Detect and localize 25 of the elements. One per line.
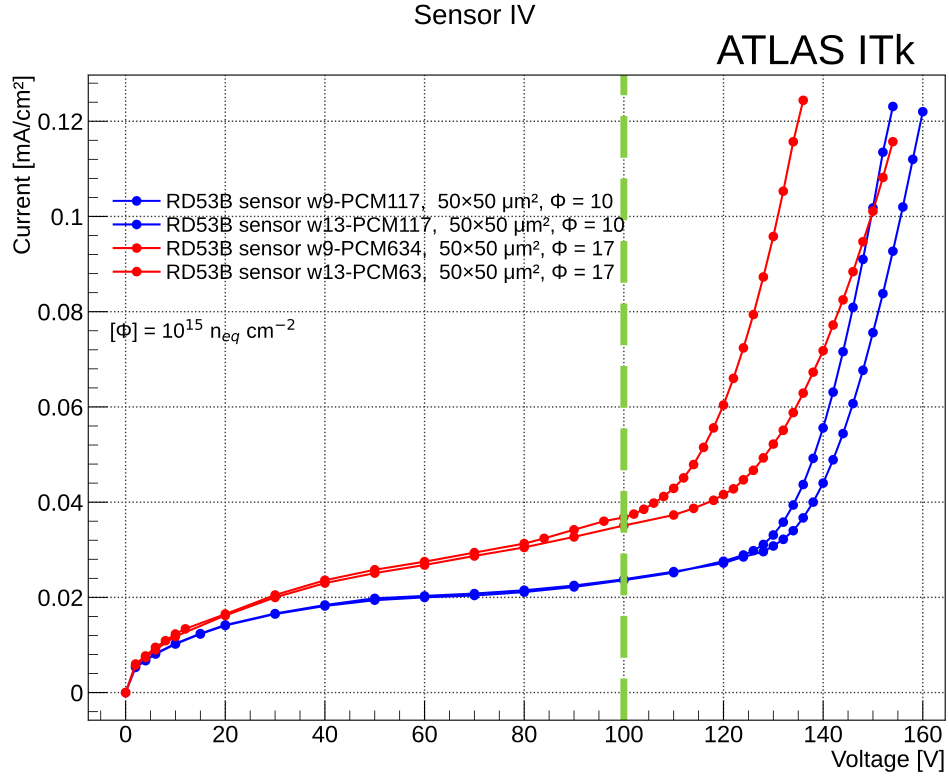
x-tick-label: 0 bbox=[120, 726, 132, 742]
x-tick-label: 20 bbox=[213, 726, 238, 742]
x-tick-label: 40 bbox=[312, 726, 338, 742]
legend-label: RD53B sensor w13-PCM117, 50×50 μm², Φ = 10 bbox=[168, 217, 624, 236]
y-tick-label: 0.08 bbox=[38, 304, 82, 320]
annotation: [Φ] = 10$^{15}$ n$_{eq}$ cm$^{−2}$ bbox=[111, 318, 294, 344]
x-tick-label: 60 bbox=[412, 726, 437, 742]
y-tick-label: 0.06 bbox=[38, 399, 82, 416]
text: ATLAS ITk bbox=[716, 34, 915, 64]
y-tick-label: 0 bbox=[71, 684, 82, 702]
legend-label: RD53B sensor w9-PCM634, 50×50 μm², Φ = 17 bbox=[168, 240, 614, 260]
legend-label: RD53B sensor w9-PCM117, 50×50 μm², Φ = 10 bbox=[168, 194, 612, 212]
y-tick-label: 0.12 bbox=[38, 113, 82, 130]
x-tick-label: 80 bbox=[512, 726, 536, 742]
y-tick-label: 0.02 bbox=[38, 589, 82, 606]
chart-title: Sensor IV bbox=[414, 4, 536, 24]
x-tick-label: 120 bbox=[706, 726, 742, 742]
x-tick-label: 140 bbox=[805, 726, 842, 742]
x-tick-label: 160 bbox=[904, 726, 942, 742]
x-tick-label: 100 bbox=[606, 726, 643, 742]
y-tick-label: 0.04 bbox=[38, 494, 83, 511]
y-tick-label: 0.1 bbox=[52, 208, 82, 226]
y-axis-title: Current [mA/cm²] bbox=[12, 76, 35, 254]
x-axis-title: Voltage [V] bbox=[831, 750, 944, 772]
legend-label: RD53B sensor w13-PCM63, 50×50 μm², Φ = 17 bbox=[168, 264, 614, 283]
